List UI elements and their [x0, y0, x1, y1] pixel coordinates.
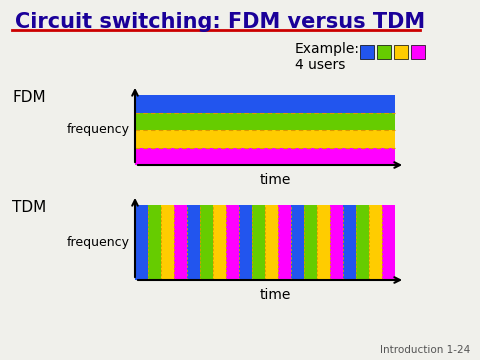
Text: frequency: frequency — [67, 123, 130, 136]
Text: FDM: FDM — [12, 90, 46, 105]
Bar — [343, 205, 356, 280]
Bar — [187, 205, 200, 280]
Bar — [226, 205, 239, 280]
Text: Example:: Example: — [295, 42, 360, 56]
Bar — [252, 205, 265, 280]
Bar — [200, 205, 213, 280]
Text: frequency: frequency — [67, 236, 130, 249]
Bar — [382, 205, 395, 280]
Bar — [135, 130, 395, 148]
Bar — [239, 205, 252, 280]
Bar — [394, 45, 408, 59]
Bar — [291, 205, 304, 280]
Bar — [161, 205, 174, 280]
Bar — [369, 205, 382, 280]
Bar — [278, 205, 291, 280]
Bar — [411, 45, 425, 59]
Text: Circuit switching: FDM versus TDM: Circuit switching: FDM versus TDM — [15, 12, 425, 32]
Bar — [377, 45, 391, 59]
Text: TDM: TDM — [12, 200, 46, 215]
Text: time: time — [259, 288, 291, 302]
Bar — [317, 205, 330, 280]
Text: time: time — [259, 173, 291, 187]
Text: 4 users: 4 users — [295, 58, 346, 72]
Bar — [330, 205, 343, 280]
Bar — [174, 205, 187, 280]
Bar — [213, 205, 226, 280]
Bar — [304, 205, 317, 280]
Bar — [135, 148, 395, 165]
Bar — [135, 95, 395, 112]
Bar — [356, 205, 369, 280]
Text: Introduction 1-24: Introduction 1-24 — [380, 345, 470, 355]
Bar — [135, 205, 148, 280]
Bar — [148, 205, 161, 280]
Bar — [135, 112, 395, 130]
Bar — [265, 205, 278, 280]
Bar — [360, 45, 374, 59]
